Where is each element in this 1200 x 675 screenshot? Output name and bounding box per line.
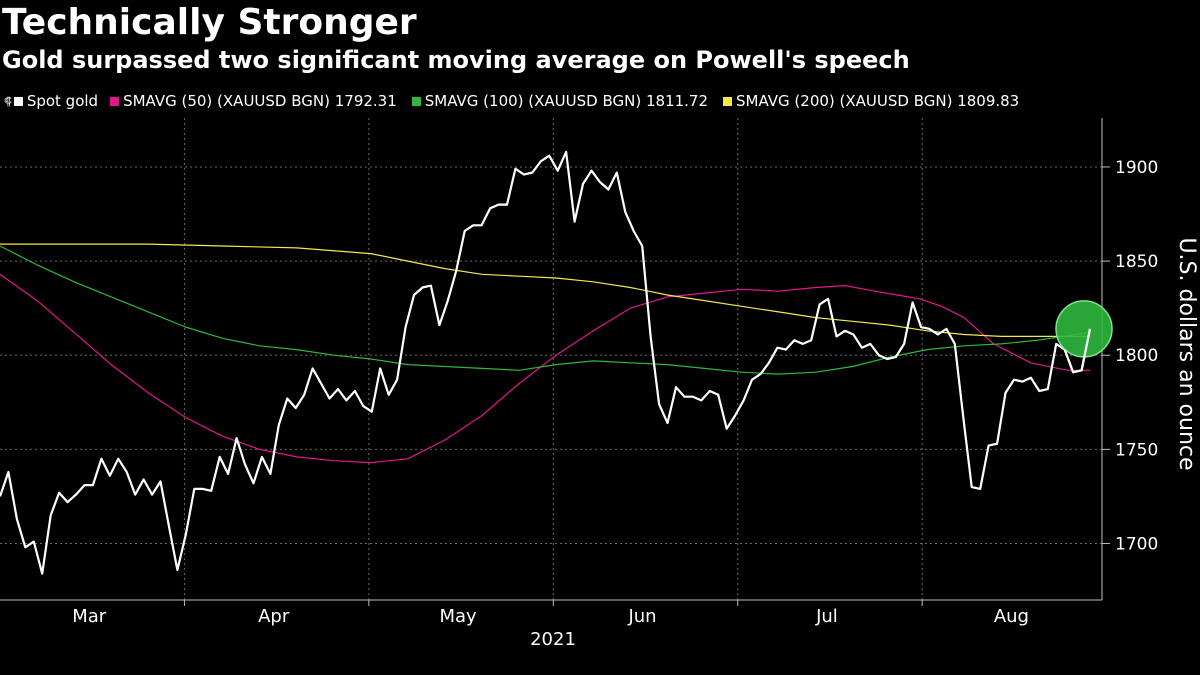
chart-title: Technically Stronger — [2, 2, 417, 43]
series-line-smavg-50 — [0, 273, 1090, 464]
legend-label-spot-gold: Spot gold — [26, 92, 99, 110]
y-tick-label: 1850 — [1115, 252, 1158, 272]
legend-swatch-smavg-100 — [411, 96, 421, 106]
x-tick-label: May — [439, 606, 477, 627]
legend-item-spot-gold: ⸿ Spot gold — [4, 92, 98, 110]
y-tick-label: 1800 — [1115, 346, 1158, 366]
legend-swatch-smavg-200 — [723, 96, 732, 106]
x-tick-label: Mar — [72, 606, 107, 627]
x-axis-year-label: 2021 — [530, 629, 576, 650]
legend-swatch-smavg-50 — [110, 96, 120, 106]
legend-swatch-spot-gold — [13, 96, 23, 106]
legend-item-smavg-100: SMAVG (100) (XAUUSD BGN) 1811.72 — [411, 92, 708, 110]
series-line-smavg-100 — [0, 245, 1091, 375]
x-tick-label: Jun — [627, 606, 656, 627]
legend-label-smavg-200: SMAVG (200) (XAUUSD BGN) 1809.83 — [736, 92, 1020, 110]
highlight-circle — [1055, 300, 1113, 358]
legend-label-smavg-100: SMAVG (100) (XAUUSD BGN) 1811.72 — [424, 92, 708, 110]
series-line-spot-gold — [0, 150, 1092, 575]
y-axis-title: U.S. dollars an ounce — [1174, 237, 1199, 470]
y-tick-label: 1700 — [1115, 535, 1158, 555]
x-tick-label: Apr — [258, 606, 290, 627]
y-tick-label: 1900 — [1115, 158, 1158, 178]
chart-subtitle: Gold surpassed two significant moving av… — [2, 46, 910, 74]
legend-label-smavg-50: SMAVG (50) (XAUUSD BGN) 1792.31 — [123, 92, 397, 110]
x-tick-label: Aug — [994, 606, 1029, 627]
line-chart-icon: ⸿ — [4, 94, 12, 108]
legend-item-smavg-50: SMAVG (50) (XAUUSD BGN) 1792.31 — [110, 92, 397, 110]
y-tick-label: 1750 — [1115, 440, 1158, 460]
x-tick-label: Jul — [815, 606, 838, 627]
legend-item-smavg-200: SMAVG (200) (XAUUSD BGN) 1809.83 — [723, 92, 1019, 110]
series-line-smavg-200 — [0, 243, 1090, 337]
legend: ⸿ Spot gold SMAVG (50) (XAUUSD BGN) 1792… — [4, 90, 1034, 112]
series-line-spot-gold-tail — [1063, 328, 1092, 374]
